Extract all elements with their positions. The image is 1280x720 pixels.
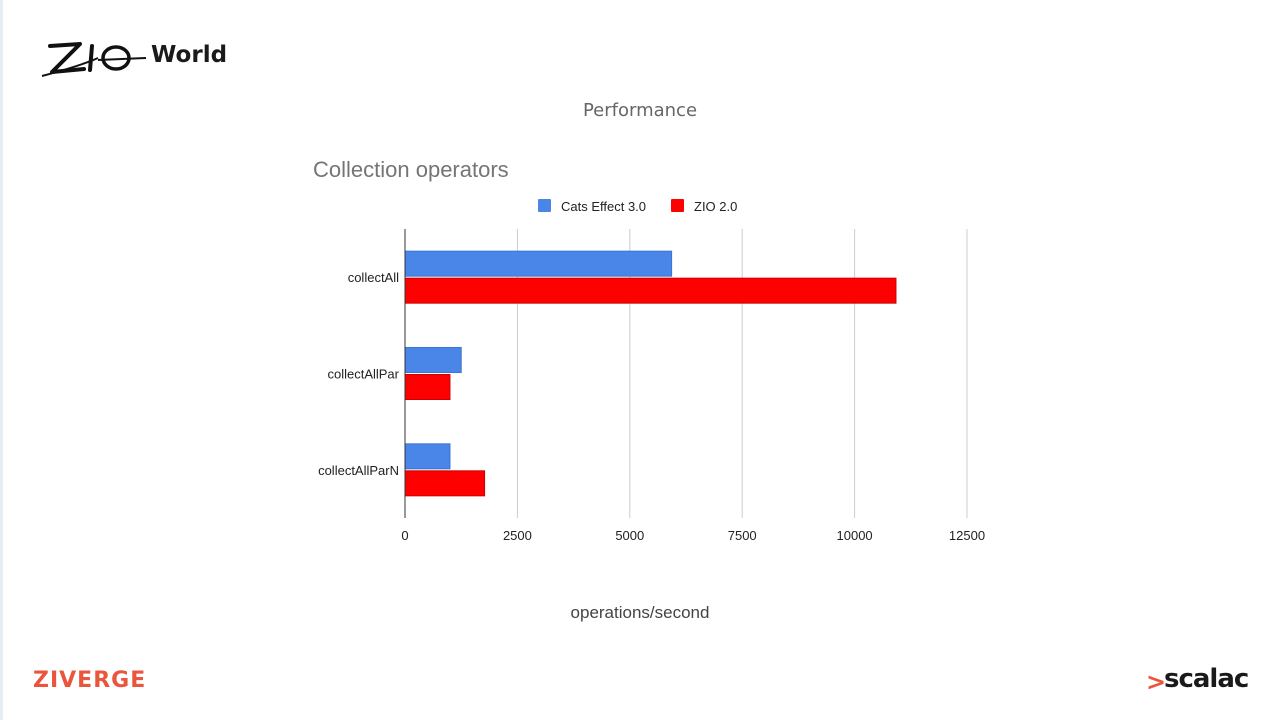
x-tick-label: 12500 (949, 528, 985, 543)
chart-bars (404, 229, 897, 518)
x-tick-labels: 0 2500 5000 7500 10000 12500 (401, 528, 985, 543)
category-label: collectAll (348, 270, 399, 285)
bar (404, 443, 451, 470)
chart-title: Collection operators (313, 157, 509, 182)
ziverge-logo: ZIVERGE (33, 668, 147, 693)
slide-edge (0, 0, 3, 720)
x-tick-label: 2500 (503, 528, 532, 543)
slide-title: Performance (582, 100, 698, 121)
x-tick-label: 10000 (837, 528, 873, 543)
bar (404, 470, 486, 497)
logo-word: World (151, 42, 228, 68)
legend-swatch (538, 199, 551, 212)
chart-legend: Cats Effect 3.0 ZIO 2.0 (538, 199, 737, 214)
x-tick-label: 7500 (728, 528, 757, 543)
bar (404, 347, 462, 373)
legend-label: Cats Effect 3.0 (561, 199, 646, 214)
zio-logo-icon (41, 42, 147, 77)
legend-label: ZIO 2.0 (694, 199, 737, 214)
scalac-word: scalac (1164, 664, 1249, 694)
x-axis-label: operations/second (571, 603, 710, 622)
scalac-chevron-icon: > (1146, 668, 1167, 696)
zio-world-logo: World (40, 38, 250, 82)
bar (404, 374, 451, 400)
category-label: collectAllParN (318, 463, 399, 478)
category-label: collectAllPar (327, 367, 399, 382)
bar (404, 250, 673, 277)
chart-grid (516, 229, 968, 518)
legend-swatch (671, 199, 684, 212)
x-tick-label: 0 (401, 528, 408, 543)
category-labels: collectAll collectAllPar collectAllParN (318, 270, 400, 478)
x-tick-label: 5000 (615, 528, 644, 543)
bar (404, 277, 897, 304)
